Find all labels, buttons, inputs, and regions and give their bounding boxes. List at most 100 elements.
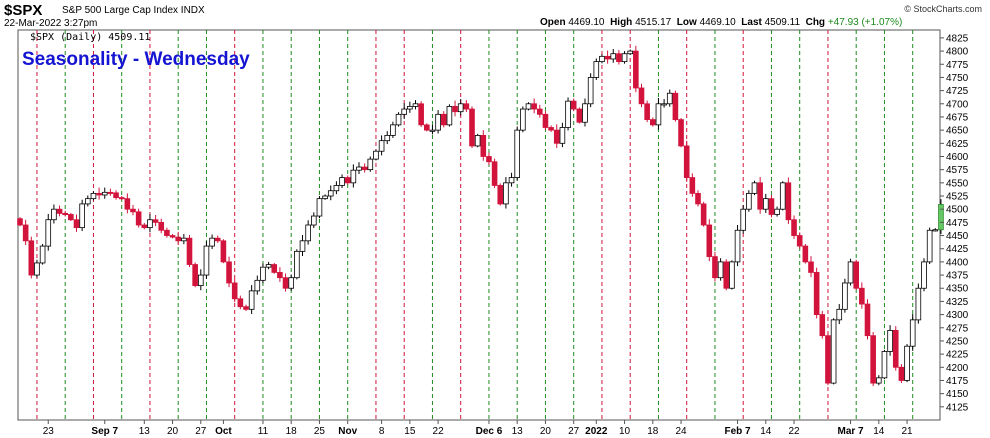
candle-up	[373, 150, 379, 160]
candle-up	[181, 237, 187, 242]
y-tick-label: 4550	[946, 178, 969, 189]
x-tick-label: 11	[258, 426, 269, 437]
candle-up	[915, 287, 922, 321]
candle-up	[209, 237, 215, 247]
x-tick-label: Oct	[215, 426, 232, 437]
x-tick-label: 13	[139, 426, 151, 437]
candle-up	[90, 192, 97, 200]
exchange: INDX	[180, 5, 205, 16]
candle-up	[740, 208, 746, 231]
chart-legend: $SPX (Daily) 4509.11	[30, 32, 150, 43]
candle-down	[706, 224, 713, 258]
candle-down	[231, 282, 238, 300]
candle-down	[277, 272, 283, 279]
candle-down	[650, 119, 656, 126]
candle-down	[553, 129, 560, 144]
candle-down	[604, 55, 611, 60]
candle-up	[779, 182, 786, 210]
candle-down	[175, 236, 182, 242]
candle-down	[892, 330, 899, 368]
candle-up	[599, 55, 605, 63]
candle-up	[582, 103, 588, 123]
candle-up	[842, 282, 848, 310]
candle-up	[327, 190, 334, 197]
candle-up	[401, 108, 407, 115]
x-tick-label: 10	[619, 426, 631, 437]
candle-up	[904, 345, 910, 381]
candle-up	[932, 229, 939, 232]
candle-down	[638, 87, 645, 105]
candle-down	[683, 145, 690, 178]
x-tick-label: 15	[404, 426, 416, 437]
candle-up	[294, 250, 300, 279]
y-tick-label: 4250	[946, 336, 969, 347]
y-tick-label: 4650	[946, 126, 969, 137]
candle-up	[734, 229, 741, 263]
candle-up	[435, 113, 441, 131]
candle-up	[310, 215, 317, 226]
x-tick-label: 22	[433, 426, 445, 437]
candle-up	[508, 177, 515, 184]
x-tick-label: 14	[873, 426, 885, 437]
x-tick-label: 22	[788, 426, 800, 437]
candle-up	[316, 198, 323, 217]
y-tick-label: 4725	[946, 86, 969, 97]
y-tick-label: 4575	[946, 165, 969, 176]
candle-down	[28, 240, 35, 276]
y-tick-label: 4525	[946, 192, 969, 203]
x-tick-label: 2022	[585, 426, 608, 437]
candle-down	[423, 124, 430, 131]
candle-down	[22, 224, 29, 242]
x-axis: 23 Sep 7 13 20 27 Oct 11 18 25 Nov 8 15 22 Dec 6 13 20 2…	[43, 420, 913, 437]
candle-down	[678, 119, 684, 147]
candle-up	[333, 185, 340, 192]
candle-up	[909, 319, 916, 347]
candle-up	[474, 135, 481, 147]
candle-up	[260, 266, 266, 281]
candle-down	[497, 185, 504, 205]
y-tick-label: 4175	[946, 376, 969, 387]
x-tick-label: Feb 7	[724, 426, 751, 437]
candle-down	[870, 335, 876, 384]
candle-up	[836, 308, 843, 321]
candle-down	[491, 161, 498, 186]
x-tick-label: Nov	[338, 426, 357, 437]
security-full-name: S&P 500 Large Cap Index	[62, 5, 179, 16]
y-tick-label: 4200	[946, 363, 969, 374]
candle-down	[802, 245, 809, 263]
candle-down	[757, 182, 763, 210]
candle-down	[243, 306, 249, 310]
candle-down	[113, 192, 119, 198]
candle-up	[350, 169, 357, 184]
candle-up	[197, 274, 204, 287]
y-tick-label: 4500	[946, 205, 969, 216]
candle-up	[384, 135, 391, 142]
candle-down	[158, 221, 165, 231]
candle-up	[774, 208, 780, 215]
x-tick-label: 21	[901, 426, 913, 437]
candle-down	[130, 208, 136, 213]
candle-down	[723, 261, 730, 289]
y-tick-label: 4450	[946, 231, 969, 242]
candle-down	[237, 298, 244, 308]
candle-down	[796, 235, 803, 247]
candle-down	[463, 103, 470, 110]
candle-up	[830, 319, 837, 384]
x-tick-label: 13	[512, 426, 524, 437]
candle-down	[695, 192, 701, 205]
candle-down	[124, 198, 131, 210]
candle-down	[73, 219, 80, 229]
candle-down	[570, 100, 577, 110]
candle-down	[537, 108, 543, 115]
candle-up	[763, 198, 769, 210]
candle-up	[525, 103, 532, 110]
candle-down	[825, 335, 831, 384]
x-tick-label: 8	[379, 426, 385, 437]
candle-down	[418, 103, 424, 126]
candle-up	[339, 177, 345, 186]
candle-down	[96, 192, 102, 196]
candle-up	[429, 129, 436, 132]
candle-up	[655, 103, 662, 126]
candle-up	[729, 261, 735, 289]
candle-down	[220, 240, 227, 263]
